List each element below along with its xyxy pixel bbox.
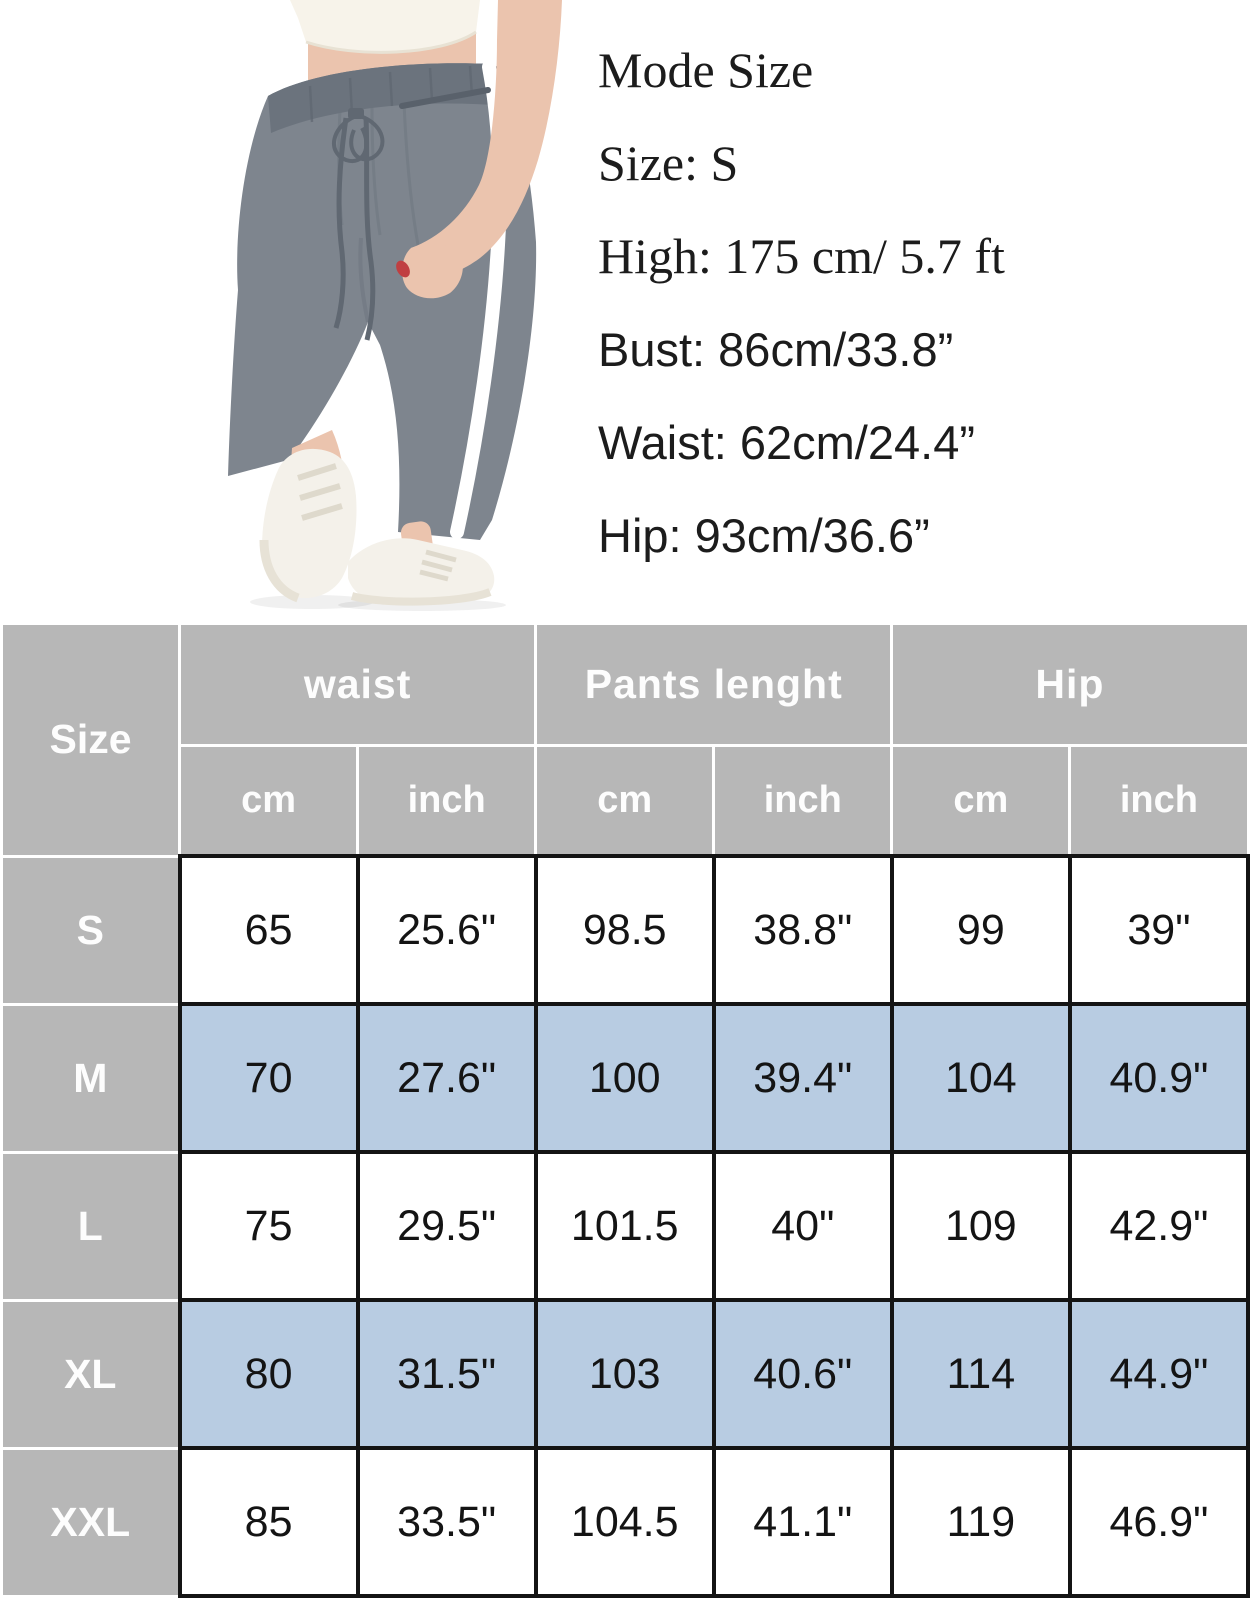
measurement-cell: 46.9"	[1067, 1446, 1250, 1598]
measurement-cell: 104	[889, 1002, 1072, 1154]
measurement-cell: 39.4"	[711, 1002, 894, 1154]
hip-cm-header: cm	[890, 744, 1072, 858]
pants-inch-header: inch	[712, 744, 894, 858]
measurement-cell: 85	[177, 1446, 360, 1598]
measurement-cell: 98.5	[533, 854, 716, 1006]
size-row-label: M	[0, 1002, 182, 1154]
model-bust-line: Bust: 86cm/33.8”	[598, 323, 954, 376]
size-column-header: Size	[0, 622, 182, 858]
hip-group-header: Hip	[890, 622, 1250, 747]
measurement-cell: 109	[889, 1150, 1072, 1302]
model-waist-line: Waist: 62cm/24.4”	[598, 416, 975, 469]
measurement-cell: 25.6"	[355, 854, 538, 1006]
measurement-cell: 70	[177, 1002, 360, 1154]
measurement-cell: 41.1"	[711, 1446, 894, 1598]
size-row-label: XXL	[0, 1446, 182, 1598]
measurement-cell: 38.8"	[711, 854, 894, 1006]
measurement-cell: 29.5"	[355, 1150, 538, 1302]
track-pants-illustration	[228, 0, 562, 611]
hip-inch-header: inch	[1068, 744, 1250, 858]
measurement-cell: 31.5"	[355, 1298, 538, 1450]
model-hip-line: Hip: 93cm/36.6”	[598, 509, 930, 562]
measurement-cell: 40"	[711, 1150, 894, 1302]
size-row-label: XL	[0, 1298, 182, 1450]
measurement-cell: 119	[889, 1446, 1072, 1598]
size-chart-table: Size waist Pants lenght Hip cm inch cm i…	[0, 622, 1250, 1598]
measurement-cell: 44.9"	[1067, 1298, 1250, 1450]
product-photo	[140, 0, 570, 612]
measurement-cell: 39"	[1067, 854, 1250, 1006]
table-row-xl: XL 80 31.5" 103 40.6" 114 44.9"	[0, 1298, 1250, 1450]
measurement-cell: 104.5	[533, 1446, 716, 1598]
waist-cm-header: cm	[178, 744, 360, 858]
measurement-cell: 65	[177, 854, 360, 1006]
measurement-cell: 101.5	[533, 1150, 716, 1302]
size-row-label: S	[0, 854, 182, 1006]
measurement-cell: 103	[533, 1298, 716, 1450]
waist-inch-header: inch	[356, 744, 538, 858]
table-row-l: L 75 29.5" 101.5 40" 109 42.9"	[0, 1150, 1250, 1302]
measurement-cell: 33.5"	[355, 1446, 538, 1598]
model-info-title: Mode Size	[598, 42, 814, 98]
measurement-cell: 99	[889, 854, 1072, 1006]
table-row-s: S 65 25.6" 98.5 38.8" 99 39"	[0, 854, 1250, 1006]
measurement-cell: 75	[177, 1150, 360, 1302]
size-row-label: L	[0, 1150, 182, 1302]
group-header-row: Size waist Pants lenght Hip	[0, 622, 1250, 858]
table-row-xxl: XXL 85 33.5" 104.5 41.1" 119 46.9"	[0, 1446, 1250, 1598]
measurement-cell: 27.6"	[355, 1002, 538, 1154]
pants-cm-header: cm	[534, 744, 716, 858]
model-size-line: Size: S	[598, 135, 739, 191]
waist-group-header: waist	[178, 622, 538, 747]
measurement-cell: 40.6"	[711, 1298, 894, 1450]
model-info-block: Mode Size Size: S High: 175 cm/ 5.7 ft B…	[598, 24, 1238, 582]
measurement-cell: 42.9"	[1067, 1150, 1250, 1302]
measurement-cell: 114	[889, 1298, 1072, 1450]
measurement-cell: 80	[177, 1298, 360, 1450]
unit-header-row: cm inch cm inch cm inch	[2, 744, 1250, 858]
measurement-cell: 40.9"	[1067, 1002, 1250, 1154]
table-row-m: M 70 27.6" 100 39.4" 104 40.9"	[0, 1002, 1250, 1154]
model-height-line: High: 175 cm/ 5.7 ft	[598, 228, 1005, 284]
measurement-cell: 100	[533, 1002, 716, 1154]
pants-length-group-header: Pants lenght	[534, 622, 894, 747]
